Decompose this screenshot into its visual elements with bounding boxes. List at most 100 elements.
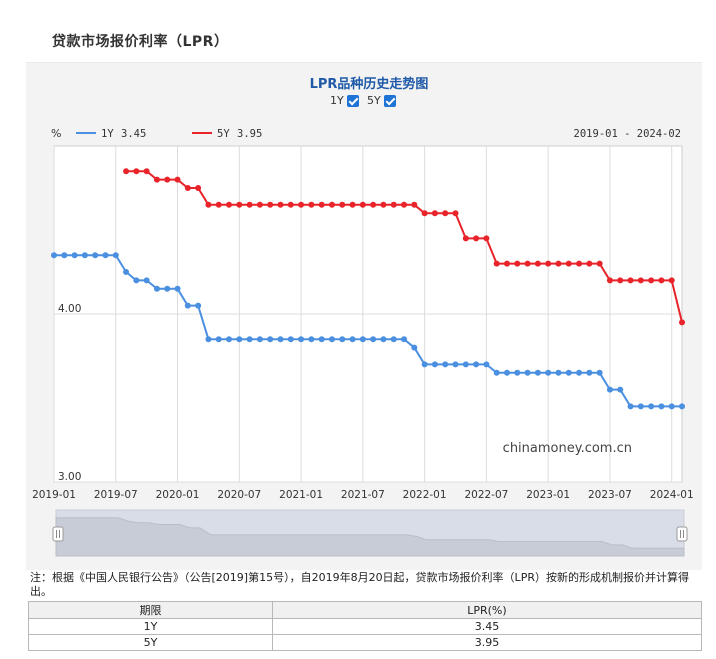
x-tick-label: 2022-07 [464,489,508,501]
header-rate: LPR(%) [271,601,703,619]
data-point-1y [133,277,140,284]
x-tick-label: 2019-01 [32,489,76,501]
toggle-1y[interactable]: 1Y [330,94,359,107]
data-point-5y [668,277,675,284]
data-point-1y [328,336,335,343]
toggle-5y-label: 5Y [367,94,381,107]
data-point-5y [421,210,428,217]
data-point-1y [81,252,88,259]
data-point-5y [370,201,377,208]
data-point-1y [627,403,634,410]
data-point-1y [359,336,366,343]
data-point-1y [648,403,655,410]
data-point-5y [153,176,160,183]
data-point-5y [596,260,603,267]
data-point-5y [143,168,150,175]
data-point-1y [298,336,305,343]
data-point-5y [298,201,305,208]
cell-term: 1Y [28,618,273,635]
data-point-1y [112,252,119,259]
data-point-1y [51,252,57,259]
data-point-5y [287,201,294,208]
data-point-1y [308,336,315,343]
data-point-1y [514,369,521,376]
checkbox-1y[interactable] [346,94,359,107]
data-point-5y [349,201,356,208]
data-point-5y [184,185,191,191]
toggle-5y[interactable]: 5Y [367,94,396,107]
x-tick-label: 2020-01 [156,489,200,501]
navigator-handle-right[interactable] [676,526,688,542]
data-point-1y [576,369,583,376]
watermark: chinamoney.com.cn [503,441,632,456]
data-point-5y [339,201,346,208]
y-axis-label: % [51,127,61,140]
data-point-5y [617,277,624,284]
x-tick-label: 2023-01 [526,489,570,501]
data-point-1y [184,302,191,309]
cell-rate: 3.45 [271,618,703,635]
data-point-5y [493,260,500,267]
data-point-5y [401,201,408,208]
data-point-1y [349,336,356,343]
table-row: 1Y 3.45 [28,618,703,635]
data-point-5y [277,201,284,208]
date-range-label: 2019-01 - 2024-02 [574,128,681,140]
data-point-1y [524,369,531,376]
data-point-5y [390,201,397,208]
navigator-handle-left[interactable] [52,526,64,542]
data-point-5y [380,201,387,208]
data-point-5y [576,260,583,267]
x-tick-label: 2021-01 [279,489,323,501]
data-point-1y [483,361,490,368]
data-point-5y [586,260,593,267]
data-point-1y [534,369,541,376]
footnote: 注：根据《中国人民银行公告》（公告[2019]第15号），自2019年8月20日… [30,571,689,598]
data-point-5y [514,260,521,267]
data-point-5y [503,260,510,267]
data-point-1y [92,252,99,259]
data-point-5y [606,277,613,284]
legend-name-5y: 5Y [217,128,230,140]
data-point-1y [174,285,181,292]
data-point-1y [153,285,160,292]
data-point-5y [411,201,418,208]
data-point-1y [370,336,377,343]
data-point-1y [617,386,624,393]
lpr-chart: 2019-01 2019-07 2020-01 2020-07 2021-01 2021-… [32,76,694,557]
data-point-5y [534,260,541,267]
y-tick-label: 4.00 [58,303,81,315]
y-tick-label: 3.00 [58,471,81,483]
data-point-1y [318,336,325,343]
data-point-1y [668,403,675,410]
data-point-1y [586,369,593,376]
data-point-1y [123,269,130,275]
data-point-1y [143,277,150,284]
data-point-1y [380,336,387,343]
data-point-5y [308,201,315,208]
data-point-1y [679,403,685,410]
data-point-1y [411,344,418,351]
data-point-5y [133,168,140,175]
data-point-1y [215,336,222,343]
data-point-5y [627,277,634,284]
data-point-1y [545,369,552,376]
lpr-table: 期限 LPR(%) 1Y 3.45 5Y 3.95 [28,601,703,651]
data-point-1y [606,386,613,393]
data-point-1y [61,252,68,259]
legend-name-1y: 1Y [101,128,114,140]
data-point-5y [359,201,366,208]
data-point-5y [236,201,243,208]
data-point-5y [256,201,263,208]
checkbox-5y[interactable] [383,94,396,107]
data-point-5y [545,260,552,267]
data-point-1y [102,252,109,259]
data-point-1y [195,302,202,309]
data-point-5y [164,176,171,183]
data-point-5y [452,210,459,217]
data-point-5y [648,277,655,284]
data-point-5y [483,235,490,242]
x-tick-label: 2019-07 [94,489,138,501]
data-point-5y [226,201,233,208]
data-point-1y [236,336,243,343]
